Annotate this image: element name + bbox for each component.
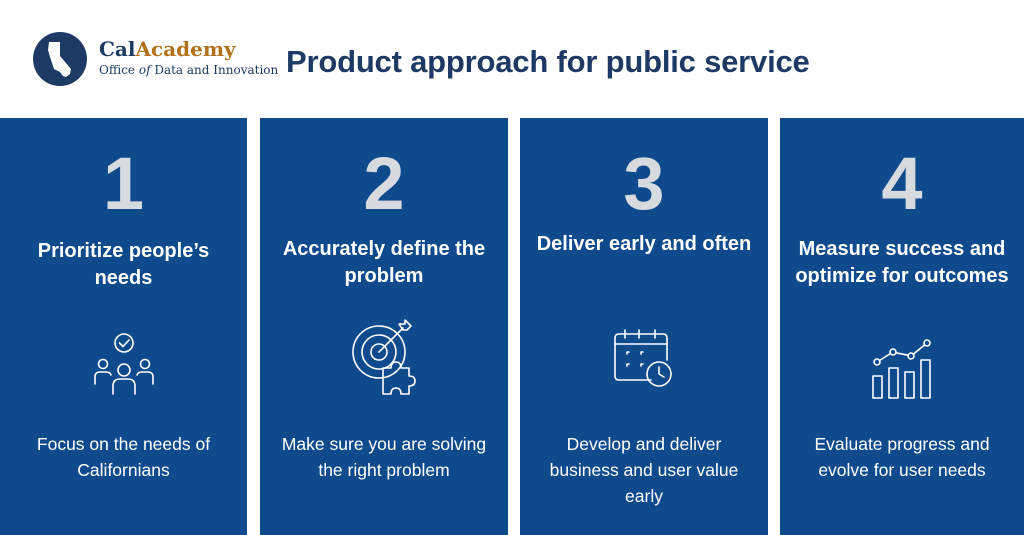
- brand-name: CalAcademy: [99, 37, 278, 61]
- brand-subtitle-of: of: [138, 63, 151, 77]
- header: CalAcademy Office of Data and Innovation…: [0, 0, 1024, 118]
- step-title: Prioritize people’s needs: [37, 240, 210, 289]
- brand: CalAcademy Office of Data and Innovation: [99, 37, 278, 77]
- step-card-2: 2 Accurately define the problem Make sur…: [260, 118, 508, 535]
- steps-panel: 1 Prioritize people’s needs Focus on the…: [0, 118, 1024, 535]
- brand-name-academy: Academy: [135, 37, 236, 61]
- brand-name-cal: Cal: [99, 37, 136, 61]
- step-number: 2: [363, 142, 405, 225]
- calendar-clock-icon: [611, 328, 677, 395]
- target-puzzle-icon: [349, 318, 419, 403]
- step-number: 3: [623, 142, 665, 225]
- california-logo-icon: [33, 32, 87, 86]
- step-title: Deliver early and often: [536, 233, 752, 255]
- step-card-3: 3 Deliver early and often Develop and de…: [520, 118, 768, 535]
- step-number: 4: [881, 142, 923, 225]
- step-title: Measure success and optimize for outcome…: [795, 238, 1009, 287]
- step-number: 1: [102, 142, 145, 225]
- step-card-4: 4 Measure success and optimize for outco…: [780, 118, 1024, 535]
- step-description: Evaluate progress and evolve for user ne…: [814, 434, 990, 480]
- page-title: Product approach for public service: [286, 44, 810, 79]
- step-description: Make sure you are solving the right prob…: [281, 434, 487, 480]
- brand-subtitle: Office of Data and Innovation: [99, 63, 278, 77]
- people-check-icon: [91, 332, 157, 403]
- brand-subtitle-start: Office: [99, 63, 139, 77]
- step-description: Focus on the needs of Californians: [36, 434, 211, 480]
- step-title: Accurately define the problem: [282, 238, 486, 287]
- step-card-1: 1 Prioritize people’s needs Focus on the…: [0, 118, 247, 535]
- brand-subtitle-end: Data and Innovation: [150, 63, 279, 77]
- bar-chart-trend-icon: [869, 338, 935, 407]
- step-description: Develop and deliver business and user va…: [549, 434, 739, 506]
